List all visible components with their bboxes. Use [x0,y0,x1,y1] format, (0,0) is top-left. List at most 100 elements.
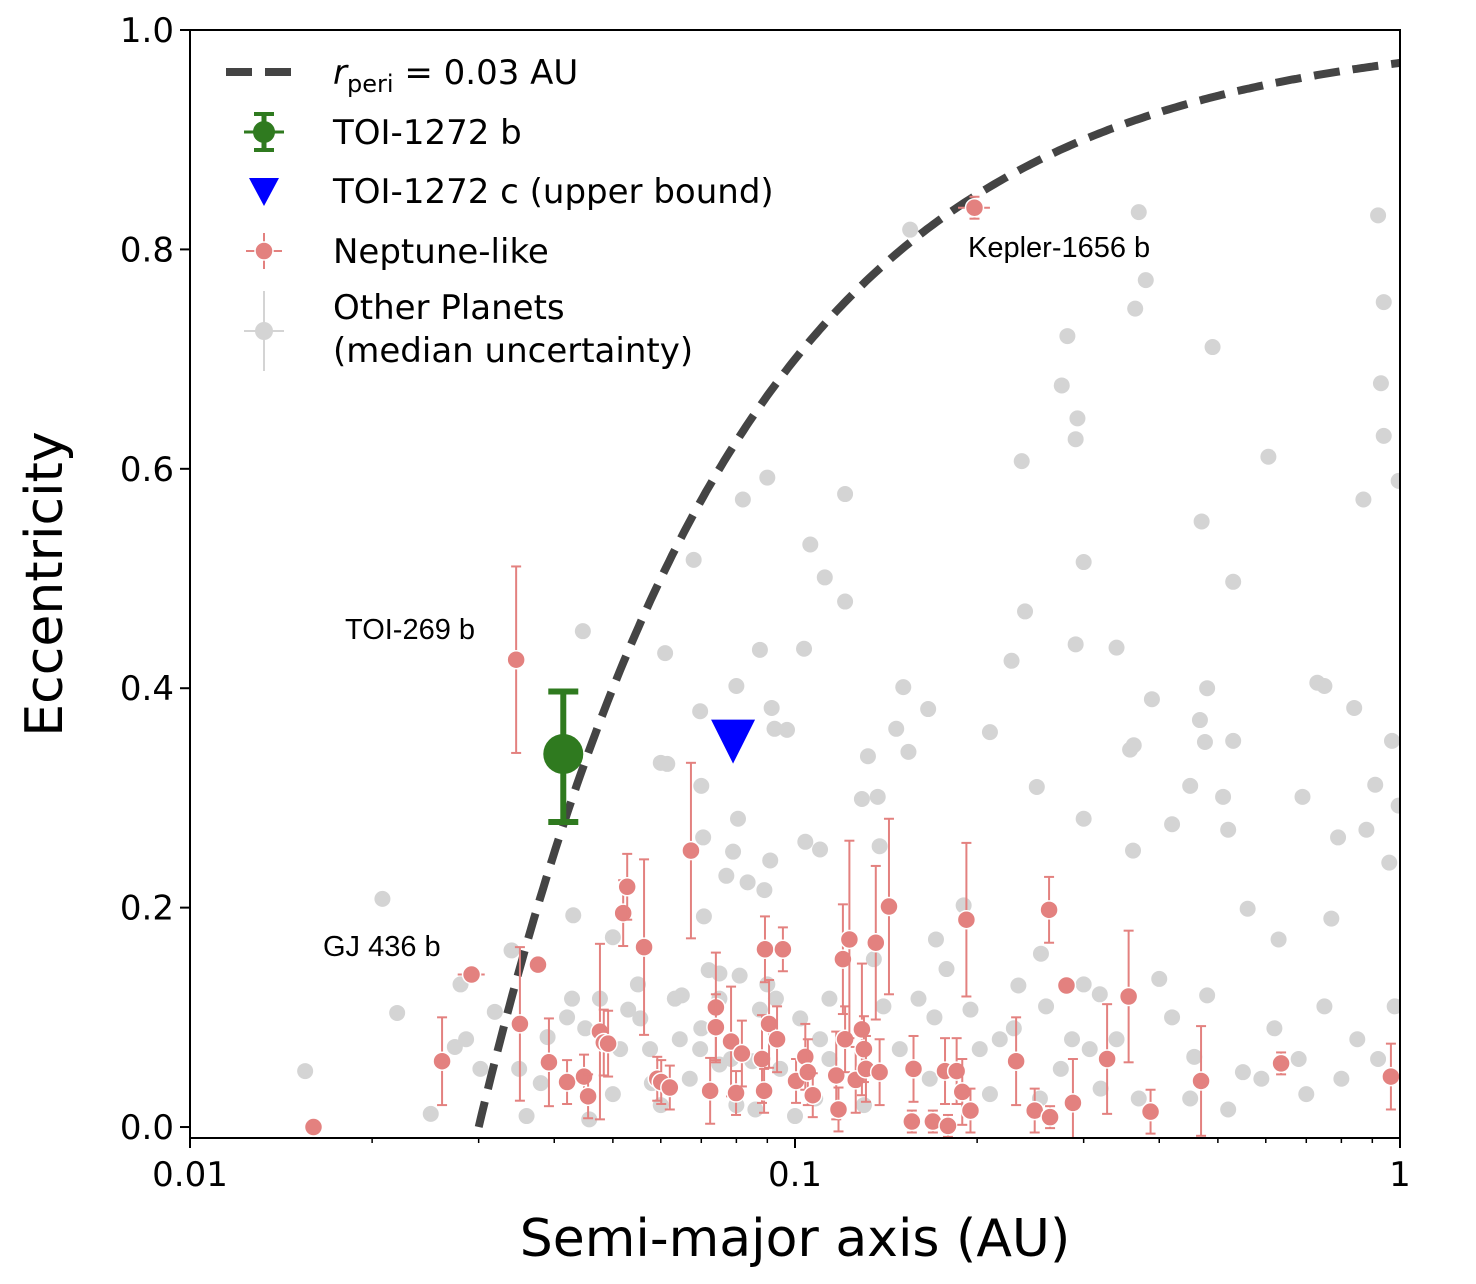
neptune-like-point [759,1014,779,1034]
axes: 0.0 0.2 0.4 0.6 0.8 1.0 0.01 0.1 1 [120,11,1411,1195]
other-planet-point [1234,1064,1251,1081]
other-planet-point [1182,777,1199,794]
other-planet-point [762,852,779,869]
other-planet-point [1067,431,1084,448]
other-planet-point [1333,1070,1350,1087]
annotation-toi-269b: TOI-269 b [345,614,475,646]
other-planet-point [1349,1031,1366,1048]
neptune-like-point [1381,1066,1400,1087]
other-planet-point [1199,680,1216,697]
other-planet-point [859,748,876,765]
neptune-like-point [852,1019,872,1040]
other-planet-point [1108,639,1125,656]
other-planet-point [821,990,838,1007]
neptune-like-point [833,949,853,969]
other-planet-point [797,833,814,850]
other-planet-point [1028,778,1045,795]
other-planet-point [1075,554,1092,571]
other-planet-point [938,961,955,978]
other-planet-point [1225,732,1242,749]
neptune-like-named-point [506,649,526,670]
other-planet-point [816,569,833,586]
other-planet-point [1220,1101,1237,1118]
neptune-like-point [879,896,899,917]
toi1272c-upper-bound-marker [711,719,756,764]
other-planet-point [1370,1051,1387,1068]
other-planet-point [855,1097,872,1114]
other-planet-point [821,1051,838,1068]
other-planet-point [1137,272,1154,289]
x-axis-label: Semi-major axis (AU) [520,1209,1070,1269]
other-planet-point [1196,733,1213,750]
other-planet-point [730,810,747,827]
neptune-like-point [903,1059,924,1079]
other-planet-point [1052,1060,1069,1077]
other-planet-point [837,486,854,503]
other-planet-point [778,721,795,738]
other-planet-point [389,1004,406,1021]
other-planet-point [695,829,712,846]
other-planet-point [1069,410,1086,427]
other-planet-point [837,593,854,610]
neptune-like-point [539,1052,559,1073]
other-planet-point [927,931,944,948]
other-planet-point [895,679,912,696]
other-planet-point [1130,1090,1147,1107]
other-planet-point [1067,636,1084,653]
other-planet-point [1108,1031,1125,1048]
other-planet-point [518,1108,535,1125]
other-planet-point [1290,1051,1307,1068]
other-planet-point [812,841,829,858]
neptune-like-point [835,1029,855,1050]
other-planet-point [1053,377,1070,394]
other-planet-point [1193,513,1210,530]
other-planet-point [718,867,735,884]
other-planet-point [673,987,690,1004]
other-planet-point [1191,712,1208,729]
other-planet-point [1358,821,1375,838]
annotation-kepler-1656b: Kepler-1656 b [968,232,1150,264]
other-planet-point [792,1010,809,1027]
neptune-like-point [773,939,793,960]
neptune-like-point [767,1029,787,1050]
neptune-like-point [1056,975,1077,996]
other-planet-point [581,1111,598,1128]
other-planet-point [991,1031,1008,1048]
other-planet-point [532,1075,549,1092]
other-planets-series [297,204,1400,1128]
other-planet-point [888,720,905,737]
legend-toi1272b-label: TOI-1272 b [332,113,522,153]
y-tick-label: 1.0 [120,11,174,51]
other-planet-point [971,1041,988,1058]
other-planet-point [692,1041,709,1058]
other-planet-point [1355,491,1372,508]
neptune-like-point [1063,1093,1083,1113]
other-planet-point [981,1086,998,1103]
other-planet-point [1075,976,1092,993]
legend-neptune-label: Neptune-like [333,232,549,272]
neptune-like-point [1039,900,1059,920]
other-planet-point [926,1009,943,1026]
other-planet-point [875,998,892,1015]
other-planet-point [1375,427,1392,444]
neptune-like-point [303,1117,324,1137]
neptune-like-point [574,1066,594,1087]
other-planet-point [1125,737,1142,754]
other-planet-point [1143,691,1160,708]
y-tick-label: 0.2 [120,889,174,929]
other-planet-point [564,990,581,1007]
neptune-like-point [660,1077,680,1098]
neptune-like-point [732,1043,752,1064]
other-planet-point [962,1001,979,1018]
other-planet-point [759,976,776,993]
x-tick-label: 0.1 [768,1155,822,1195]
other-planet-point [1316,678,1333,695]
neptune-like-point [617,877,637,897]
x-tick-label: 0.01 [152,1155,228,1195]
neptune-like-point [1040,1107,1060,1127]
neptune-like-point [700,1081,720,1101]
other-planet-point [1092,1080,1109,1097]
other-planet-point [374,890,391,907]
other-planet-point [728,678,745,695]
